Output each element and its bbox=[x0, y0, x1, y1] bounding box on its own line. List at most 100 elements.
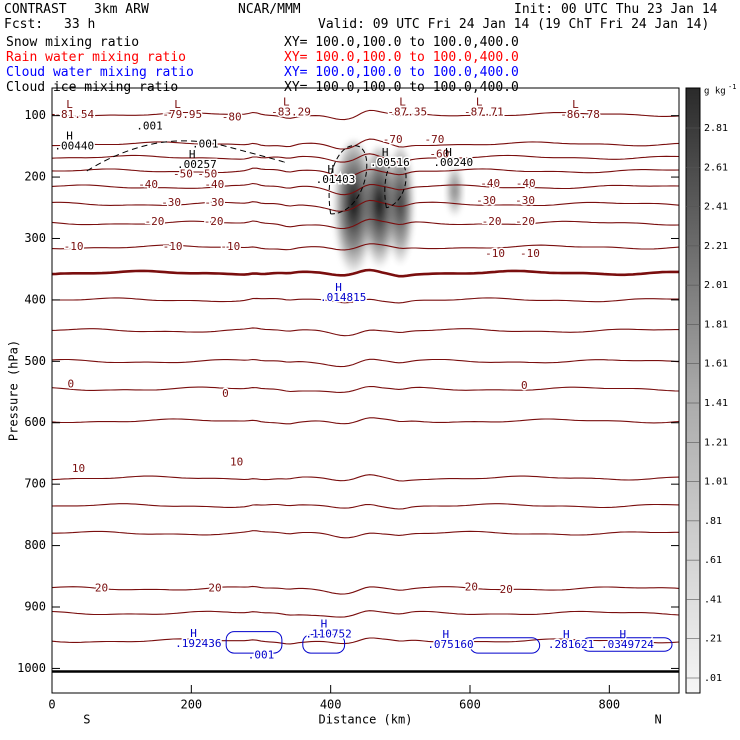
extremum-value-13: .110752 bbox=[305, 628, 351, 641]
extremum-value-4: -87.71 bbox=[464, 106, 504, 119]
colorbar-unit-exp: -1 bbox=[728, 83, 736, 91]
x-tick-label-200: 200 bbox=[180, 698, 202, 712]
isotherm-100 bbox=[52, 610, 679, 618]
contour-label-10: -30 bbox=[161, 196, 181, 209]
colorbar-label-7: 1.41 bbox=[704, 398, 728, 409]
plot-frame bbox=[51, 87, 680, 694]
x-tick-label-400: 400 bbox=[320, 698, 342, 712]
field-label-snow: Snow mixing ratio bbox=[6, 35, 140, 50]
y-tick-label-200: 200 bbox=[24, 170, 46, 184]
extremum-h-14: H bbox=[442, 628, 449, 641]
extremum-value-15: .281621 bbox=[548, 638, 594, 651]
contour-labels: -80-70 -70-60-50 -50-40 -40 -40 -40-30 -30 -30-… bbox=[53, 96, 656, 663]
extremum-h-15: H bbox=[563, 628, 570, 641]
model-name: 3km ARW bbox=[94, 2, 149, 17]
forecast-label: Fcst: bbox=[4, 17, 44, 32]
ice-contour-west bbox=[86, 140, 285, 172]
colorbar-label-6: 1.61 bbox=[704, 359, 728, 370]
extremum-value-12: .192436 bbox=[175, 637, 221, 650]
extremum-value-3: -87.35 bbox=[387, 106, 427, 119]
field-label-cloud-water: Cloud water mixing ratio bbox=[6, 65, 194, 80]
plot-header: CONTRAST 3km ARW NCAR/MMM Init: 00 UTC T… bbox=[0, 0, 740, 100]
extremum-h-9: H bbox=[382, 146, 389, 159]
y-tick-label-300: 300 bbox=[24, 231, 46, 245]
contour-label-25: 0 bbox=[521, 379, 528, 392]
colorbar-label-14: .01 bbox=[704, 673, 722, 684]
y-axis-label: Pressure (hPa) bbox=[7, 340, 21, 441]
contour-label-17: -20 bbox=[515, 215, 535, 228]
extremum-value-16: .0349724 bbox=[601, 638, 654, 651]
snow-core-0 bbox=[333, 140, 375, 283]
isotherm--60 bbox=[52, 153, 679, 163]
contour-label-29: 20 bbox=[208, 582, 221, 595]
isotherm--70 bbox=[52, 138, 679, 150]
forecast-hour: 33 h bbox=[64, 17, 96, 32]
contour-label-31: 20 bbox=[500, 583, 513, 596]
contour-label-16: -20 bbox=[482, 215, 502, 228]
y-tick-label-1000: 1000 bbox=[17, 661, 46, 675]
extremum-h-16: H bbox=[619, 628, 626, 641]
extremum-value-6: .00440 bbox=[54, 139, 94, 152]
contour-label-28: 20 bbox=[95, 582, 108, 595]
contour-label-13: -30 bbox=[515, 194, 535, 207]
y-tick-label-700: 700 bbox=[24, 477, 46, 491]
isotherm--80 bbox=[52, 109, 679, 121]
init-time: Init: 00 UTC Thu 23 Jan 14 bbox=[514, 2, 718, 17]
x-axis-label: Distance (km) bbox=[319, 713, 413, 727]
colorbar-ramp bbox=[685, 87, 701, 694]
isotherm-90 bbox=[52, 585, 679, 595]
colorbar-label-0: 2.81 bbox=[704, 123, 728, 134]
extremum-value-7: .00257 bbox=[177, 158, 217, 171]
isotherm-110 bbox=[52, 637, 679, 645]
misc-label-1: .001 bbox=[192, 138, 219, 151]
cloud-water-contour-2 bbox=[469, 637, 541, 654]
field-xy-cloud-water: XY= 100.0,100.0 to 100.0,400.0 bbox=[284, 65, 519, 80]
contour-label-11: -30 bbox=[204, 196, 224, 209]
colorbar-label-5: 1.81 bbox=[704, 319, 728, 330]
extremum-h-6: H bbox=[66, 129, 73, 142]
y-tick-label-500: 500 bbox=[24, 354, 46, 368]
extremum-l-5: L bbox=[572, 98, 579, 111]
project-title: CONTRAST bbox=[4, 2, 67, 17]
isotherm-50 bbox=[52, 417, 679, 425]
extremum-h-10: H bbox=[445, 146, 452, 159]
extremum-value-9: .00516 bbox=[370, 156, 410, 169]
x-tick-label-0: 0 bbox=[48, 698, 55, 712]
snow-core-2 bbox=[386, 146, 415, 273]
contour-label-27: 10 bbox=[230, 456, 243, 469]
y-tick-label-400: 400 bbox=[24, 292, 46, 306]
contour-label-4: -50 bbox=[173, 168, 193, 181]
cloud-water-contour-1 bbox=[302, 634, 346, 654]
extremum-l-2: L bbox=[283, 96, 290, 109]
contour-label-9: -40 bbox=[516, 177, 536, 190]
isotherm-40 bbox=[52, 385, 679, 393]
extremum-value-11: .014815 bbox=[320, 291, 366, 304]
isotherm--50 bbox=[52, 167, 679, 178]
org-name: NCAR/MMM bbox=[238, 2, 301, 17]
colorbar-label-11: .61 bbox=[704, 555, 722, 566]
colorbar-label-2: 2.41 bbox=[704, 202, 728, 213]
x-tick-label-800: 800 bbox=[598, 698, 620, 712]
colorbar-label-1: 2.61 bbox=[704, 162, 728, 173]
contour-label-19: -10 bbox=[163, 240, 183, 253]
colorbar-label-12: .41 bbox=[704, 594, 722, 605]
misc-label-0: .001 bbox=[136, 120, 163, 133]
colorbar-unit: g kg bbox=[704, 87, 726, 97]
colorbar-label-13: .21 bbox=[704, 634, 722, 645]
contour-label-23: 0 bbox=[67, 378, 74, 391]
contour-label-5: -50 bbox=[197, 168, 217, 181]
colorbar-label-3: 2.21 bbox=[704, 241, 728, 252]
contour-label-30: 20 bbox=[465, 580, 478, 593]
contour-label-2: -70 bbox=[425, 133, 445, 146]
extremum-l-4: L bbox=[476, 96, 483, 109]
contour-label-24: 0 bbox=[222, 387, 229, 400]
contour-label-6: -40 bbox=[138, 178, 158, 191]
contour-label-8: -40 bbox=[480, 177, 500, 190]
colorbar: 2.81 2.61 2.41 2.21 2.01 1.81 1.61 1.41 1.21 1.01… bbox=[685, 83, 736, 694]
contour-label-3: -60 bbox=[429, 147, 449, 160]
extremum-h-12: H bbox=[190, 627, 197, 640]
extremum-value-1: -79.95 bbox=[162, 108, 202, 121]
y-tick-label-800: 800 bbox=[24, 538, 46, 552]
ice-contour-core bbox=[328, 145, 368, 215]
